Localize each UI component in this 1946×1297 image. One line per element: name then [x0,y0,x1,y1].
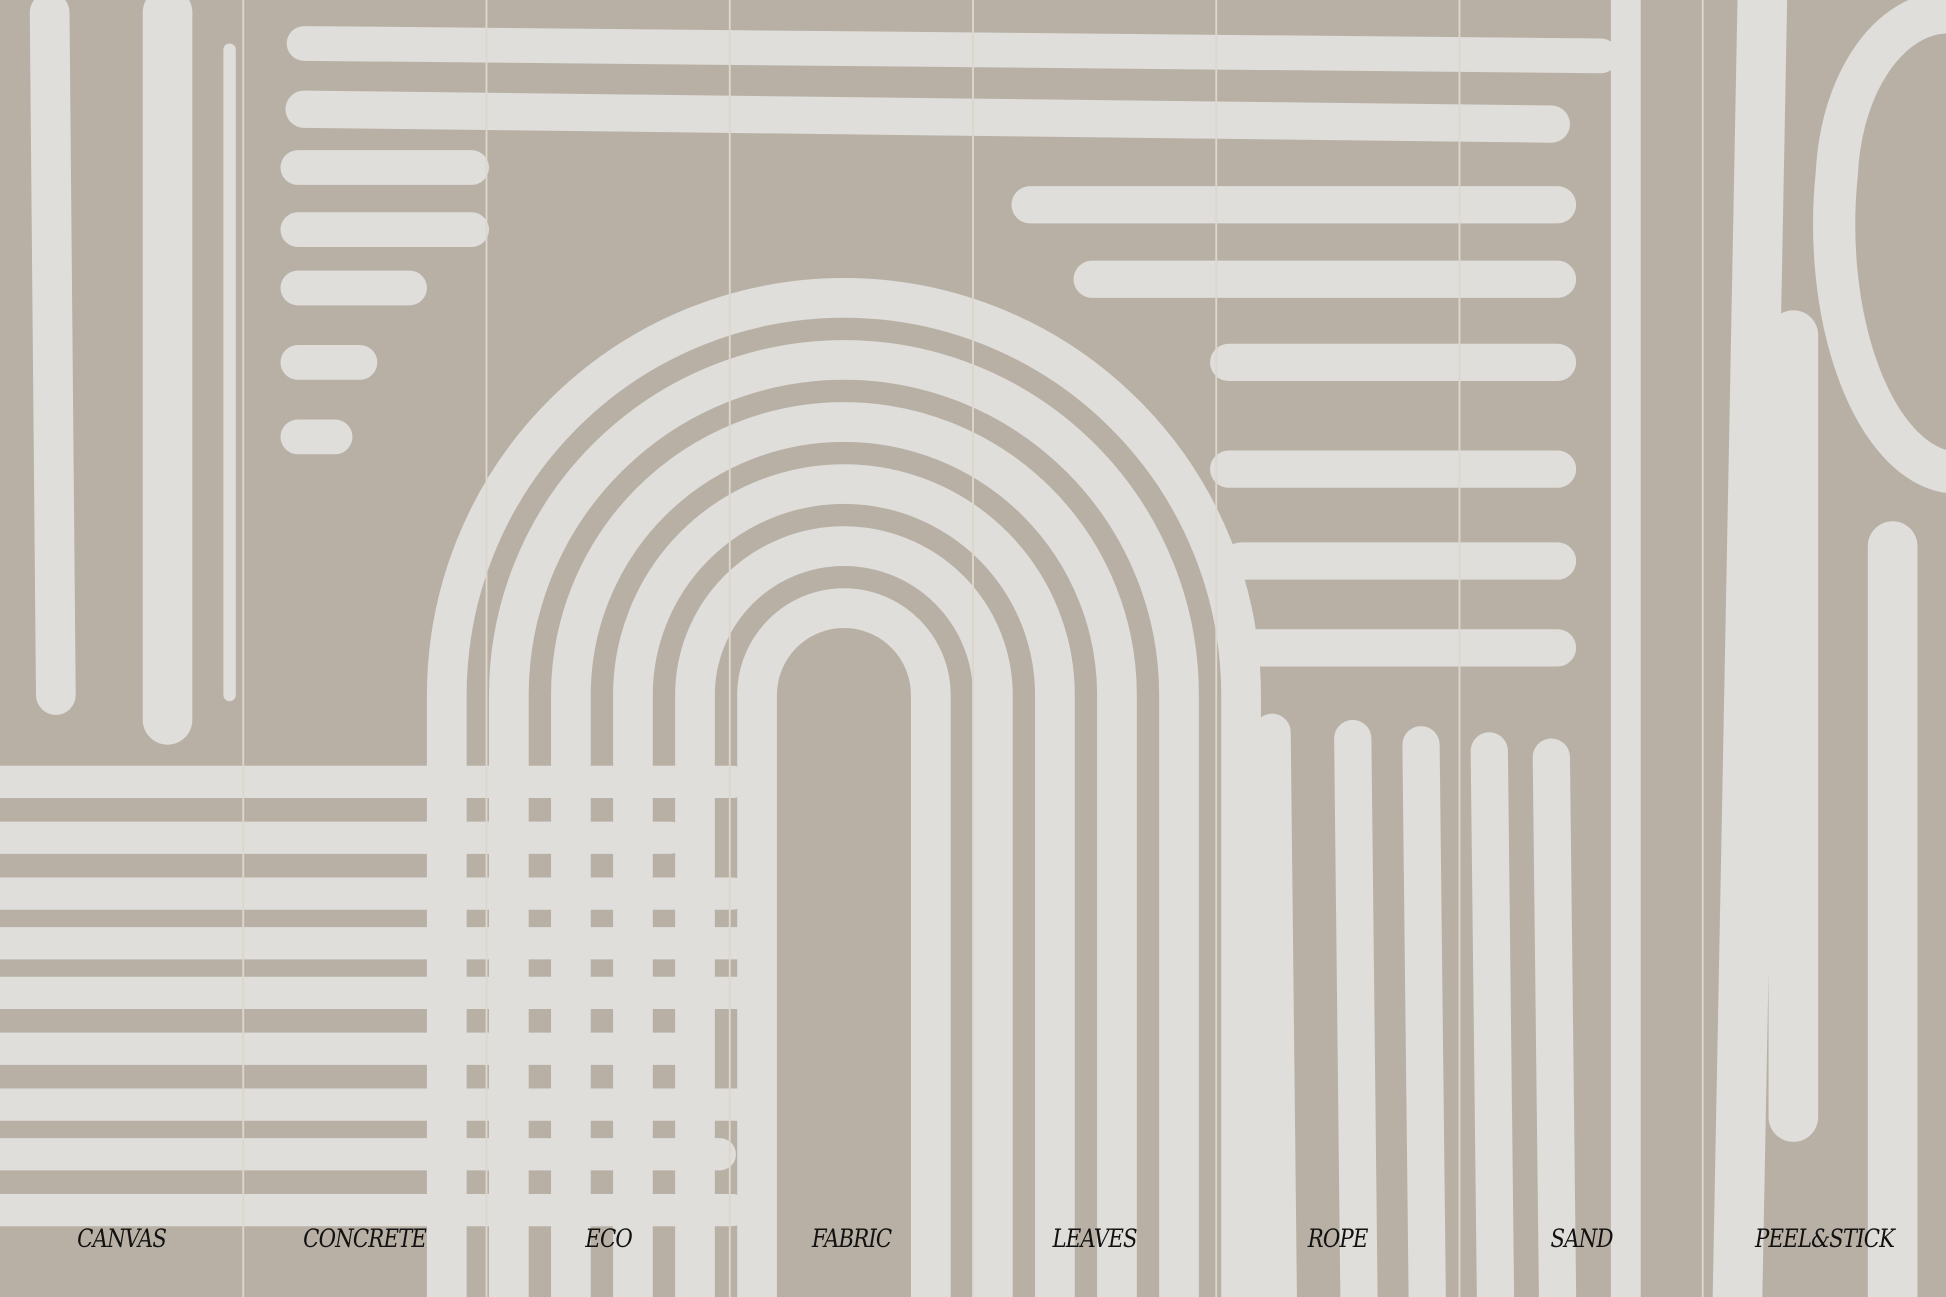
brush-stroke [1334,719,1378,1297]
brush-stroke [1470,732,1515,1297]
texture-label-rope: ROPE [1307,1224,1369,1253]
brush-stroke [29,0,76,715]
brush-stroke [285,90,1570,143]
brush-stroke [1402,726,1446,1297]
brush-arc [675,526,1013,1297]
brush-stroke [1253,713,1297,1297]
texture-label-concrete: CONCRETE [303,1224,427,1253]
brush-arc [426,278,1261,1297]
texture-label-eco: ECO [584,1224,632,1253]
brush-arc [613,464,1075,1297]
texture-labels: CANVAS CONCRETE ECO FABRIC LEAVES ROPE S… [0,1214,1946,1264]
texture-label-canvas: CANVAS [77,1224,167,1253]
brush-stroke [286,26,1619,74]
brush-arc [488,340,1199,1297]
texture-label-peel-stick: PEEL&STICK [1754,1224,1895,1253]
brush-arc [1813,0,1946,493]
brush-arc [737,588,951,1297]
brush-stroke [1712,0,1788,1297]
brush-arc [551,402,1137,1297]
texture-label-leaves: LEAVES [1052,1224,1138,1253]
texture-label-sand: SAND [1550,1224,1613,1253]
texture-label-fabric: FABRIC [811,1224,892,1253]
brush-stroke [1532,738,1577,1297]
